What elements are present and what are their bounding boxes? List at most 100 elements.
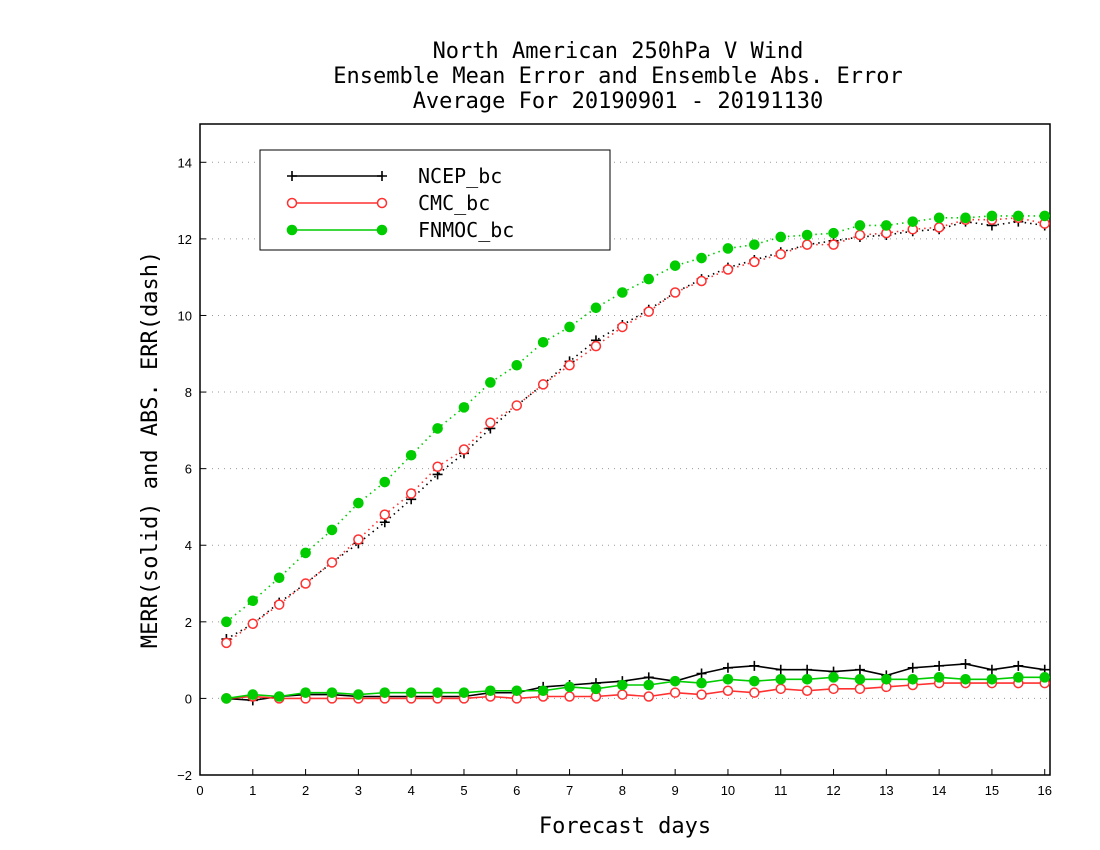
mean-err-point [696, 689, 707, 700]
abs-err-line [225, 215, 1045, 623]
abs-err-point [986, 210, 998, 222]
mean-err-point [854, 673, 866, 685]
x-tick-label: 15 [985, 783, 999, 798]
mean-err-point [934, 660, 945, 671]
legend: NCEP_bc CMC_bc FNMOC_bc [259, 149, 611, 251]
mean-err-point [405, 687, 417, 698]
mean-err-point [564, 681, 575, 693]
legend-marker [286, 224, 298, 236]
mean-err-point [881, 673, 892, 685]
abs-err-point [828, 227, 839, 239]
mean-err-point [617, 679, 628, 691]
x-tick-label: 2 [302, 783, 309, 798]
abs-err-point [801, 229, 813, 241]
mean-err-point [775, 673, 787, 685]
legend-item: NCEP_bc [287, 164, 502, 188]
x-tick-label: 9 [672, 783, 679, 798]
abs-err-point [300, 578, 311, 589]
legend-marker [287, 171, 297, 181]
abs-err-point [537, 336, 549, 348]
mean-err-point [749, 660, 760, 671]
abs-err-point [353, 497, 364, 509]
mean-err-point [933, 672, 945, 683]
grid-lines [200, 161, 1050, 699]
abs-err-point [933, 222, 945, 233]
x-tick-label: 7 [566, 783, 573, 798]
abs-err-point [273, 599, 285, 610]
mean-err-point [485, 685, 496, 697]
y-tick-label: 10 [178, 308, 192, 323]
abs-err-point [617, 321, 628, 333]
abs-err-point [669, 287, 681, 298]
mean-err-point [986, 673, 998, 685]
y-tick-label: 0 [185, 691, 192, 706]
mean-err-point [802, 664, 813, 675]
mean-err-point [273, 691, 285, 702]
abs-err-point [854, 229, 866, 241]
abs-err-point [511, 400, 523, 411]
mean-err-point [511, 685, 523, 697]
mean-err-point [775, 683, 786, 695]
x-tick-label: 5 [460, 783, 467, 798]
mean-err-point [617, 689, 628, 700]
x-tick-label: 16 [1037, 783, 1051, 798]
abs-err-point [511, 359, 523, 371]
mean-err-point [537, 685, 549, 697]
mean-err-point [326, 687, 338, 698]
abs-err-point [590, 340, 602, 352]
abs-err-point [537, 379, 549, 390]
mean-err-point [669, 675, 681, 687]
legend-item: CMC_bc [286, 191, 490, 215]
y-tick-label: 4 [185, 538, 192, 553]
legend-label: CMC_bc [418, 191, 490, 215]
y-tick-label: 6 [185, 462, 192, 477]
y-tick-label: 8 [185, 385, 192, 400]
abs-err-point [300, 547, 311, 559]
abs-err-point [247, 618, 259, 629]
abs-err-point [353, 534, 364, 545]
abs-err-point [960, 212, 971, 224]
abs-err-point [881, 220, 892, 231]
mean-err-point [432, 687, 443, 698]
abs-err-point [775, 231, 787, 243]
mean-err-point [749, 675, 760, 687]
mean-err-point [907, 673, 919, 685]
abs-err-point [643, 306, 655, 317]
legend-marker [376, 197, 388, 209]
mean-err-point [696, 668, 707, 679]
mean-err-point [643, 691, 655, 702]
series-FNMOC_bc [221, 210, 1051, 704]
chart-title-line: Average For 20190901 - 20191130 [413, 89, 824, 114]
legend-label: NCEP_bc [418, 164, 502, 188]
abs-err-point [907, 216, 919, 227]
plot-frame-rect [199, 123, 1051, 776]
abs-err-point [1039, 210, 1051, 222]
legend-item: FNMOC_bc [286, 218, 514, 242]
abs-err-point [458, 444, 470, 455]
abs-err-point [221, 637, 232, 649]
mean-err-point [801, 685, 813, 697]
y-tick-label: 12 [178, 232, 192, 247]
x-tick-label: 14 [932, 783, 946, 798]
abs-err-point [379, 509, 391, 520]
mean-err-point [828, 683, 839, 695]
x-tick-label: 1 [249, 783, 256, 798]
x-tick-label: 0 [196, 783, 203, 798]
abs-err-point [696, 252, 707, 264]
abs-err-point [669, 260, 681, 271]
abs-err-point [273, 572, 285, 584]
abs-err-point [564, 360, 575, 371]
mean-err-point [353, 689, 364, 700]
abs-err-point [485, 417, 496, 428]
abs-err-point [564, 321, 575, 333]
mean-err-point [247, 689, 259, 700]
mean-err-point [828, 672, 839, 683]
mean-err-point [907, 662, 918, 673]
x-tick-label: 3 [355, 783, 362, 798]
x-tick-label: 12 [826, 783, 840, 798]
y-axis-label: MERR(solid) and ABS. ERR(dash) [138, 251, 163, 648]
mean-err-point [722, 685, 734, 697]
mean-err-point [854, 664, 865, 675]
